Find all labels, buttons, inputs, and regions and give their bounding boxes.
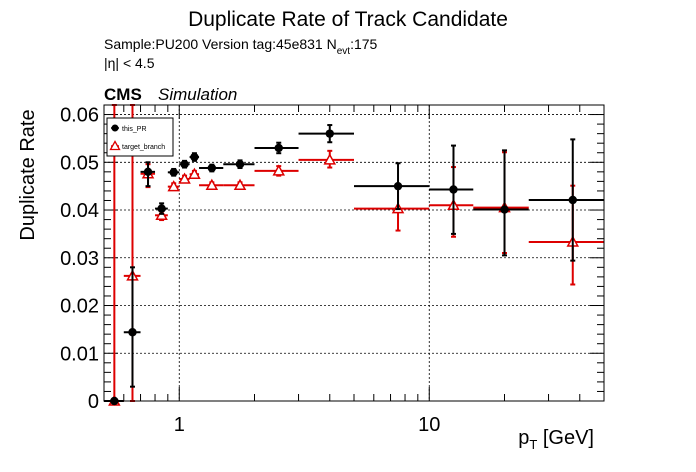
y-tick-label: 0.05 <box>60 152 99 174</box>
target-branch-marker <box>233 178 247 190</box>
this-pr-marker <box>274 143 283 153</box>
this-pr-marker <box>180 160 189 169</box>
this-pr-marker <box>500 205 509 214</box>
this-pr-marker <box>128 328 137 337</box>
x-axis-title-unit: [GeV] <box>537 427 594 449</box>
subtitle-evt-sub: evt <box>337 46 351 57</box>
y-tick-label: 0.01 <box>60 343 99 365</box>
this-pr-marker <box>449 185 458 194</box>
legend: this_PR target_branch <box>106 117 174 157</box>
y-tick-label: 0.04 <box>60 200 99 222</box>
this-pr-marker <box>143 167 153 177</box>
target-branch-marker <box>167 180 180 192</box>
chart-title: Duplicate Rate of Track Candidate <box>188 8 508 31</box>
subtitle-evt-val: :175 <box>350 36 377 52</box>
this-pr-marker <box>393 181 403 191</box>
plot-frame <box>103 104 605 402</box>
legend-this-pr-marker <box>111 124 119 132</box>
y-tick-label: 0.03 <box>60 248 99 270</box>
x-axis-title-p: p <box>518 427 529 449</box>
target-branch-marker <box>272 164 286 176</box>
y-tick-label: 0.06 <box>60 105 99 127</box>
this-pr-marker <box>157 204 166 213</box>
eta-label: |η| < 4.5 <box>104 55 155 71</box>
y-tick-label: 0.02 <box>60 296 99 318</box>
y-axis-title: Duplicate Rate <box>17 109 39 240</box>
subtitle-sample: Sample:PU200 Version tag:45e831 N <box>104 36 337 52</box>
this-pr-marker <box>235 160 245 169</box>
target-branch-marker <box>178 172 191 184</box>
this-pr-marker <box>568 195 577 205</box>
legend-target-branch-marker <box>109 140 121 151</box>
this-pr-marker <box>207 163 217 173</box>
this-pr-marker <box>169 168 178 177</box>
ticks-layer: 0 0.01 0.02 0.03 0.04 0.05 0.06 1 10 <box>60 104 605 436</box>
simulation-label: Simulation <box>158 85 237 104</box>
legend-target-branch-label: target_branch <box>122 144 165 151</box>
target-branch-marker <box>205 178 219 190</box>
target-branch-marker <box>188 167 201 179</box>
x-tick-label: 10 <box>418 414 440 436</box>
this-pr-marker <box>190 152 199 162</box>
target-branch-marker <box>323 153 337 165</box>
x-axis-title: pT [GeV] <box>518 427 594 452</box>
this-pr-marker <box>325 129 334 138</box>
legend-this-pr-label: this_PR <box>122 126 147 133</box>
chart-subtitle: Sample:PU200 Version tag:45e831 Nevt:175 <box>104 36 378 57</box>
x-axis-title-sub: T <box>529 437 537 452</box>
x-tick-label: 1 <box>174 414 185 436</box>
y-tick-label: 0 <box>88 391 99 413</box>
legend-box <box>106 117 174 157</box>
cms-label: CMS <box>104 85 142 104</box>
